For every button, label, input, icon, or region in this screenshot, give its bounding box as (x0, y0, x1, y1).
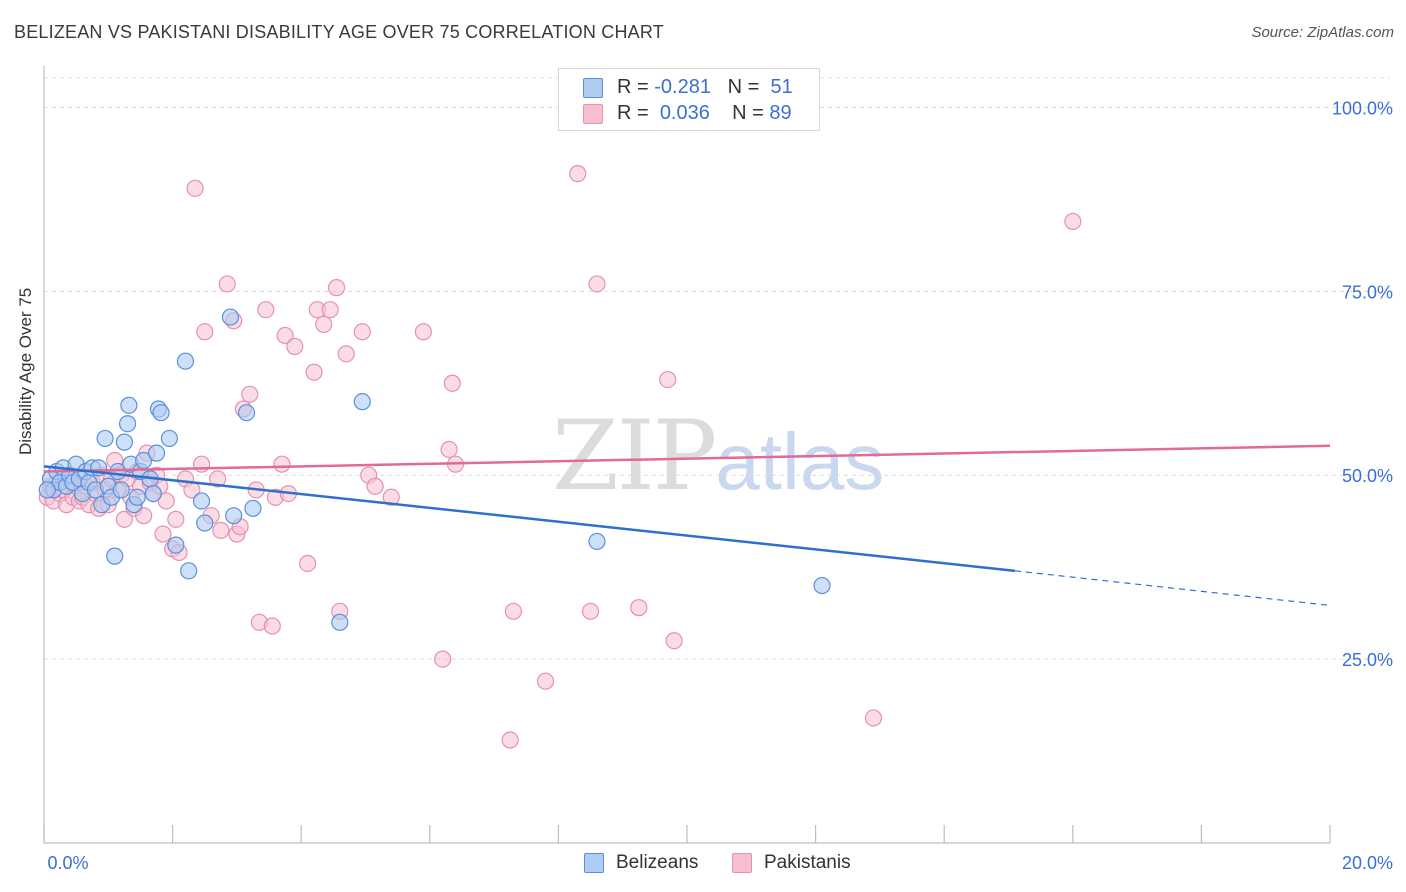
y-axis-label: Disability Age Over 75 (16, 287, 35, 455)
pakistanis-point (305, 363, 323, 381)
belizeans-point (237, 404, 256, 422)
pakistanis-legend-swatch (732, 853, 752, 873)
pakistanis-point (630, 599, 648, 617)
x-tick-label: 0.0% (47, 853, 88, 873)
pakistanis-point (366, 477, 384, 495)
chart-title: BELIZEAN VS PAKISTANI DISABILITY AGE OVE… (14, 22, 664, 42)
belizeans-legend-label: Belizeans (616, 852, 699, 873)
pakistanis-point (212, 521, 230, 539)
pakistanis-point (504, 602, 522, 620)
pakistanis-point (327, 279, 346, 297)
pakistanis-point (864, 709, 883, 727)
belizeans-legend-swatch (584, 853, 604, 873)
pakistanis-point (263, 617, 281, 635)
pakistanis-point (257, 301, 275, 319)
belizeans-point (96, 429, 114, 448)
pakistanis-point (209, 470, 227, 488)
belizeans-point (106, 547, 124, 565)
belizeans-point (112, 481, 130, 499)
pakistanis-point (414, 323, 432, 341)
pakistanis-legend-label: Pakistanis (764, 852, 851, 873)
pakistanis-points (38, 165, 1082, 749)
belizeans-point (353, 393, 371, 411)
pakistanis-point (581, 602, 600, 620)
belizeans-point (128, 488, 146, 506)
pakistanis-point (665, 632, 683, 650)
belizeans-point (244, 499, 262, 517)
pakistanis-point (1064, 212, 1082, 231)
belizeans-point (813, 576, 831, 595)
chart-source: Source: ZipAtlas.com (1251, 24, 1394, 41)
belizeans-point (167, 536, 185, 554)
legend-row-pakistanis-text: R = 0.036 N = 89 (617, 102, 792, 124)
belizeans-swatch (583, 78, 603, 98)
pakistanis-point (443, 374, 461, 392)
gridlines (44, 77, 1390, 660)
belizeans-point (147, 444, 166, 462)
pakistanis-swatch (583, 104, 603, 124)
pakistanis-point (299, 554, 317, 573)
y-tick-label: 25.0% (1342, 650, 1393, 670)
belizeans-trend-line (43, 465, 1016, 573)
belizeans-point (118, 415, 137, 433)
pakistanis-point (337, 345, 355, 363)
pakistanis-point (157, 492, 175, 510)
belizeans-point (120, 396, 138, 414)
pakistanis-point (276, 326, 294, 345)
tick-labels: 25.0% 50.0% 75.0% 100.0% 0.0% 20.0% (47, 98, 1393, 873)
pakistanis-point (588, 275, 606, 293)
y-tick-label: 50.0% (1342, 466, 1393, 486)
pakistanis-point (440, 440, 458, 459)
pakistanis-point (315, 315, 333, 334)
belizeans-point (144, 485, 162, 503)
pakistanis-point (154, 525, 172, 543)
belizeans-point (196, 514, 214, 532)
belizeans-point (160, 429, 178, 448)
trend-lines (43, 444, 1331, 607)
pakistanis-point (192, 455, 211, 473)
pakistanis-point (273, 455, 291, 473)
pakistanis-point (353, 323, 371, 341)
stats-legend: R = -0.281 N = 51 R = 0.036 N = 89 (558, 68, 820, 131)
belizeans-point (152, 404, 170, 422)
pakistanis-point (659, 370, 677, 389)
watermark: ZIPatlas (552, 400, 884, 512)
pakistanis-point (186, 179, 204, 197)
belizeans-point (221, 308, 240, 326)
y-tick-label: 75.0% (1342, 282, 1393, 302)
pakistanis-point (286, 337, 304, 356)
belizeans-point (180, 562, 198, 580)
belizeans-point (588, 532, 606, 551)
pakistanis-point (241, 385, 259, 403)
belizeans-trend-extension (1014, 570, 1331, 607)
pakistanis-point (382, 488, 400, 506)
pakistanis-point (115, 510, 133, 528)
pakistanis-point (501, 731, 519, 749)
legend-row-belizeans-text: R = -0.281 N = 51 (617, 76, 793, 98)
belizeans-point (115, 433, 133, 451)
pakistanis-point (321, 301, 339, 319)
pakistanis-point (569, 165, 587, 183)
belizeans-point (192, 492, 211, 510)
belizeans-point (176, 352, 195, 370)
x-tick-label: 20.0% (1342, 853, 1393, 873)
belizeans-point (225, 507, 243, 525)
pakistanis-point (135, 507, 153, 525)
belizeans-point (38, 481, 56, 499)
pakistanis-point (167, 510, 185, 528)
pakistanis-point (218, 275, 236, 293)
pakistanis-point (536, 672, 555, 690)
pakistanis-point (434, 650, 452, 668)
axes (43, 66, 1331, 844)
watermark-atlas: atlas (715, 417, 885, 506)
belizeans-point (331, 613, 349, 631)
pakistanis-point (196, 323, 214, 341)
pakistanis-trend-line (43, 444, 1331, 473)
y-tick-label: 100.0% (1332, 98, 1393, 118)
watermark-zip: ZIP (552, 400, 717, 512)
